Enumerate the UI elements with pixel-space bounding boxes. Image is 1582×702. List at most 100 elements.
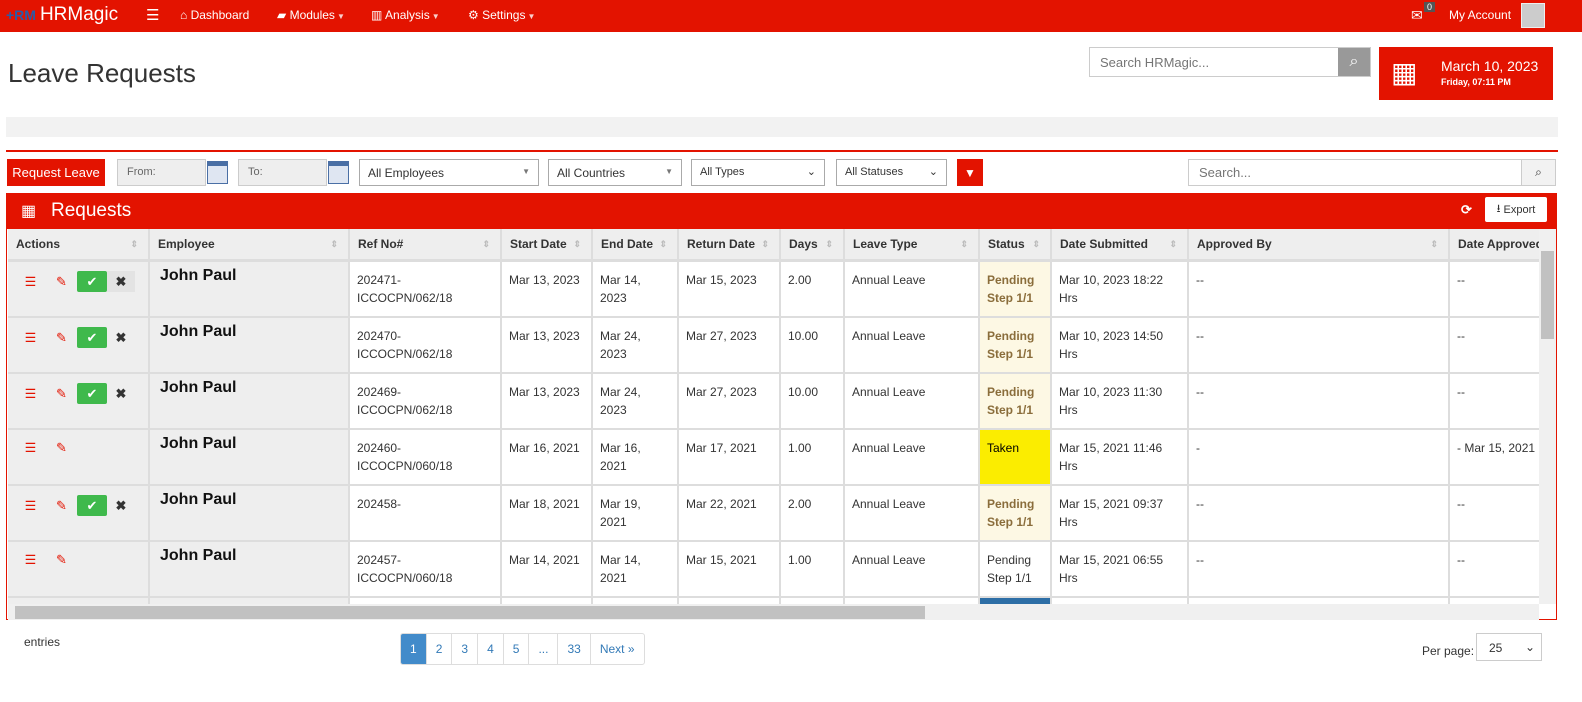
page-link[interactable]: 4 bbox=[478, 634, 504, 664]
column-header[interactable]: Days ⇕ bbox=[781, 229, 845, 262]
table-search: ⌕ bbox=[1188, 159, 1556, 186]
employee-cell[interactable]: John Paul bbox=[150, 486, 350, 542]
column-header[interactable]: Date Approved⇕ bbox=[1450, 229, 1539, 262]
page-link[interactable]: 33 bbox=[558, 634, 591, 664]
calendar-icon[interactable] bbox=[207, 161, 228, 184]
refresh-icon[interactable]: ⟳ bbox=[1461, 202, 1472, 217]
edit-icon[interactable]: ✎ bbox=[56, 440, 67, 455]
page-link[interactable]: Next » bbox=[599, 642, 635, 656]
scroll-thumb[interactable] bbox=[1541, 251, 1554, 339]
scroll-thumb[interactable] bbox=[15, 606, 925, 619]
nav-settings[interactable]: ⚙ Settings ▼ bbox=[468, 8, 535, 22]
search-icon[interactable]: ⌕ bbox=[1521, 160, 1555, 185]
per-page-select[interactable]: 25 ⌄ bbox=[1476, 633, 1542, 661]
column-header[interactable]: Approved By ⇕ bbox=[1189, 229, 1450, 262]
column-header[interactable]: Date Submitted ⇕ bbox=[1052, 229, 1189, 262]
request-leave-button[interactable]: Request Leave bbox=[7, 159, 105, 186]
page-link[interactable]: 5 bbox=[504, 634, 530, 664]
caret-down-icon: ▼ bbox=[431, 12, 440, 21]
pagination: 1 2 3 4 5... 33 Next » bbox=[400, 633, 645, 665]
nav-modules[interactable]: ▰ Modules ▼ bbox=[277, 8, 345, 22]
reject-button[interactable]: ✖ bbox=[115, 386, 127, 401]
edit-icon[interactable]: ✎ bbox=[56, 497, 67, 513]
types-select[interactable]: All Types ⌄ bbox=[691, 159, 825, 186]
list-icon[interactable]: ☰ bbox=[24, 273, 37, 289]
edit-icon[interactable]: ✎ bbox=[56, 385, 67, 401]
employee-cell[interactable]: John Paul bbox=[150, 262, 350, 318]
export-button[interactable]: ⭳ Export bbox=[1485, 197, 1547, 222]
approve-button[interactable]: ✔ bbox=[77, 383, 107, 404]
status-cell: Pending Step 1/1 bbox=[980, 318, 1052, 374]
employee-cell[interactable]: John Paul bbox=[150, 374, 350, 430]
table-search-input[interactable] bbox=[1189, 160, 1521, 185]
column-header[interactable]: Leave Type ⇕ bbox=[845, 229, 980, 262]
column-label: Leave Type bbox=[853, 237, 918, 251]
status-cell: Pending Step 1/1 bbox=[980, 542, 1052, 598]
list-icon[interactable]: ☰ bbox=[24, 497, 37, 513]
nav-analysis[interactable]: ▥ Analysis ▼ bbox=[371, 8, 440, 22]
approved-cell: -- bbox=[1450, 542, 1539, 598]
column-header[interactable]: Start Date ⇕ bbox=[502, 229, 593, 262]
nav-label: Analysis bbox=[385, 8, 430, 22]
employee-cell[interactable]: John Paul bbox=[150, 318, 350, 374]
sort-icon: ⇕ bbox=[1430, 239, 1438, 249]
date-widget: ▦ March 10, 2023 Friday, 07:11 PM bbox=[1379, 47, 1553, 100]
page-link[interactable]: ... bbox=[529, 634, 559, 664]
reject-button[interactable]: ✖ bbox=[115, 498, 127, 513]
brand-logo[interactable]: +RM HRMagic bbox=[6, 4, 118, 26]
page-link[interactable]: 3 bbox=[452, 634, 479, 664]
select-value: All Countries bbox=[557, 166, 626, 180]
chevron-down-icon: ▼ bbox=[665, 167, 673, 176]
to-date-input[interactable]: To: bbox=[238, 159, 327, 186]
column-header[interactable]: Employee ⇕ bbox=[150, 229, 350, 262]
countries-select[interactable]: All Countries ▼ bbox=[548, 159, 682, 186]
edit-icon[interactable]: ✎ bbox=[56, 552, 67, 567]
employee-cell[interactable]: John Paul bbox=[150, 430, 350, 486]
employee-cell[interactable]: John Paul bbox=[150, 542, 350, 598]
reject-button[interactable]: ✖ bbox=[115, 330, 127, 345]
list-icon[interactable]: ☰ bbox=[24, 440, 37, 455]
approved_by-cell: -- bbox=[1189, 374, 1450, 430]
end-cell: Mar 19, 2021 bbox=[593, 598, 679, 604]
column-header[interactable]: End Date ⇕ bbox=[593, 229, 679, 262]
horizontal-scrollbar[interactable] bbox=[8, 604, 1539, 620]
column-header[interactable]: Actions ⇕ bbox=[8, 229, 150, 262]
statuses-select[interactable]: All Statuses ⌄ bbox=[836, 159, 947, 186]
column-header[interactable]: Return Date ⇕ bbox=[679, 229, 781, 262]
actions-cell: ☰✎ bbox=[8, 598, 150, 604]
employee-cell[interactable]: John Paul bbox=[150, 598, 350, 604]
sort-icon: ⇕ bbox=[1032, 239, 1040, 249]
hamburger-menu-icon[interactable]: ☰ bbox=[146, 7, 160, 24]
page-link[interactable]: 2 bbox=[427, 634, 453, 664]
mail-icon[interactable]: ✉ bbox=[1411, 7, 1423, 23]
mail-count-badge: 0 bbox=[1424, 2, 1436, 12]
my-account-link[interactable]: My Account bbox=[1449, 8, 1512, 22]
column-header[interactable]: Status ⇕ bbox=[980, 229, 1052, 262]
list-icon[interactable]: ☰ bbox=[24, 552, 37, 567]
reject-button[interactable]: ✖ bbox=[107, 271, 135, 292]
type-cell: Annual Leave bbox=[845, 374, 980, 430]
approve-button[interactable]: ✔ bbox=[77, 327, 107, 348]
edit-icon[interactable]: ✎ bbox=[56, 273, 67, 289]
list-icon[interactable]: ☰ bbox=[24, 329, 37, 345]
approve-button[interactable]: ✔ bbox=[77, 271, 107, 292]
vertical-scrollbar[interactable] bbox=[1539, 229, 1556, 604]
calendar-icon[interactable] bbox=[328, 161, 349, 184]
approve-button[interactable]: ✔ bbox=[77, 495, 107, 516]
column-header[interactable]: Ref No# ⇕ bbox=[350, 229, 502, 262]
end-cell: Mar 16, 2021 bbox=[593, 430, 679, 486]
employees-select[interactable]: All Employees ▼ bbox=[359, 159, 539, 186]
nav-dashboard[interactable]: ⌂ Dashboard bbox=[180, 8, 249, 22]
page-current[interactable]: 1 bbox=[401, 634, 427, 664]
search-icon[interactable]: ⌕ bbox=[1338, 48, 1370, 76]
column-label: Date Approved bbox=[1458, 237, 1539, 251]
edit-icon[interactable]: ✎ bbox=[56, 329, 67, 345]
avatar[interactable] bbox=[1521, 3, 1545, 28]
from-date-input[interactable]: From: bbox=[117, 159, 206, 186]
list-icon[interactable]: ☰ bbox=[24, 385, 37, 401]
filter-button[interactable]: ▼ bbox=[957, 159, 983, 186]
page-title: Leave Requests bbox=[8, 58, 196, 88]
global-search-input[interactable] bbox=[1090, 48, 1338, 76]
days-cell: 1.00 bbox=[781, 430, 845, 486]
